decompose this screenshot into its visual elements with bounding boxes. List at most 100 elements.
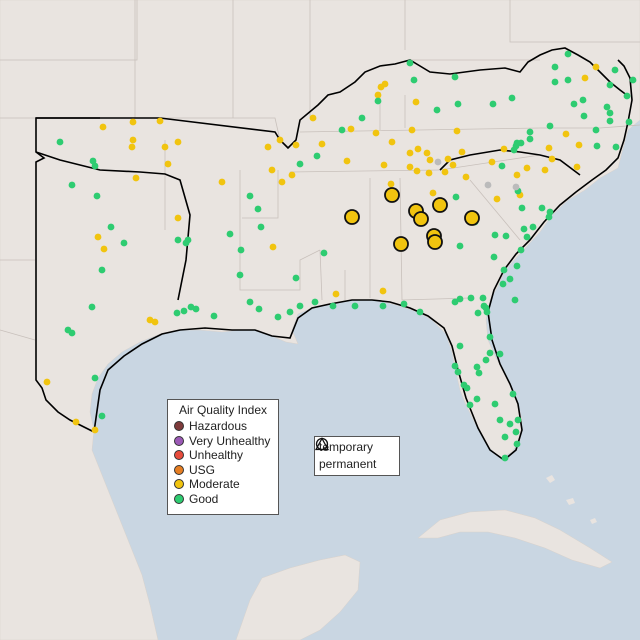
good-monitor[interactable] [296,302,304,310]
good-monitor[interactable] [320,249,328,257]
temporary-moderate-monitor[interactable] [344,209,360,225]
good-monitor[interactable] [500,266,508,274]
good-monitor[interactable] [286,308,294,316]
good-monitor[interactable] [246,192,254,200]
good-monitor[interactable] [451,362,459,370]
moderate-monitor[interactable] [548,155,556,163]
good-monitor[interactable] [374,97,382,105]
good-monitor[interactable] [593,142,601,150]
good-monitor[interactable] [506,275,514,283]
no-data-monitor[interactable] [484,181,492,189]
moderate-monitor[interactable] [332,290,340,298]
moderate-monitor[interactable] [129,136,137,144]
moderate-monitor[interactable] [292,141,300,149]
good-monitor[interactable] [236,271,244,279]
good-monitor[interactable] [68,329,76,337]
good-monitor[interactable] [486,333,494,341]
good-monitor[interactable] [192,305,200,313]
moderate-monitor[interactable] [374,91,382,99]
moderate-monitor[interactable] [581,74,589,82]
good-monitor[interactable] [210,312,218,320]
good-monitor[interactable] [475,369,483,377]
good-monitor[interactable] [311,298,319,306]
moderate-monitor[interactable] [412,98,420,106]
moderate-monitor[interactable] [276,136,284,144]
good-monitor[interactable] [400,300,408,308]
moderate-monitor[interactable] [309,114,317,122]
good-monitor[interactable] [512,142,520,150]
moderate-monitor[interactable] [449,161,457,169]
good-monitor[interactable] [512,428,520,436]
temporary-moderate-monitor[interactable] [384,187,400,203]
moderate-monitor[interactable] [523,164,531,172]
good-monitor[interactable] [358,114,366,122]
good-monitor[interactable] [473,395,481,403]
good-monitor[interactable] [56,138,64,146]
good-monitor[interactable] [611,66,619,74]
moderate-monitor[interactable] [174,214,182,222]
good-monitor[interactable] [564,50,572,58]
good-monitor[interactable] [517,246,525,254]
good-monitor[interactable] [98,412,106,420]
good-monitor[interactable] [499,280,507,288]
good-monitor[interactable] [416,308,424,316]
good-monitor[interactable] [91,374,99,382]
good-monitor[interactable] [482,356,490,364]
moderate-monitor[interactable] [388,138,396,146]
good-monitor[interactable] [490,253,498,261]
moderate-monitor[interactable] [488,158,496,166]
good-monitor[interactable] [502,232,510,240]
moderate-monitor[interactable] [91,426,99,434]
good-monitor[interactable] [551,63,559,71]
moderate-monitor[interactable] [347,125,355,133]
good-monitor[interactable] [580,112,588,120]
good-monitor[interactable] [603,103,611,111]
good-monitor[interactable] [474,309,482,317]
no-data-monitor[interactable] [512,183,520,191]
moderate-monitor[interactable] [573,163,581,171]
good-monitor[interactable] [454,368,462,376]
good-monitor[interactable] [456,295,464,303]
good-monitor[interactable] [410,76,418,84]
moderate-monitor[interactable] [164,160,172,168]
moderate-monitor[interactable] [343,157,351,165]
good-monitor[interactable] [456,342,464,350]
good-monitor[interactable] [570,100,578,108]
good-monitor[interactable] [466,401,474,409]
good-monitor[interactable] [98,266,106,274]
good-monitor[interactable] [496,416,504,424]
moderate-monitor[interactable] [575,141,583,149]
good-monitor[interactable] [501,433,509,441]
good-monitor[interactable] [93,192,101,200]
good-monitor[interactable] [496,350,504,358]
good-monitor[interactable] [257,223,265,231]
moderate-monitor[interactable] [146,316,154,324]
good-monitor[interactable] [433,106,441,114]
temporary-moderate-monitor[interactable] [432,197,448,213]
moderate-monitor[interactable] [493,195,501,203]
good-monitor[interactable] [506,420,514,428]
good-monitor[interactable] [254,205,262,213]
moderate-monitor[interactable] [592,63,600,71]
moderate-monitor[interactable] [429,189,437,197]
good-monitor[interactable] [338,126,346,134]
moderate-monitor[interactable] [318,140,326,148]
good-monitor[interactable] [482,304,490,312]
good-monitor[interactable] [623,92,631,100]
good-monitor[interactable] [513,262,521,270]
moderate-monitor[interactable] [406,149,414,157]
good-monitor[interactable] [491,231,499,239]
moderate-monitor[interactable] [462,173,470,181]
good-monitor[interactable] [292,274,300,282]
good-monitor[interactable] [518,204,526,212]
good-monitor[interactable] [456,242,464,250]
good-monitor[interactable] [91,162,99,170]
good-monitor[interactable] [184,236,192,244]
good-monitor[interactable] [486,349,494,357]
good-monitor[interactable] [173,309,181,317]
good-monitor[interactable] [88,303,96,311]
good-monitor[interactable] [473,363,481,371]
moderate-monitor[interactable] [545,144,553,152]
moderate-monitor[interactable] [129,118,137,126]
moderate-monitor[interactable] [381,80,389,88]
